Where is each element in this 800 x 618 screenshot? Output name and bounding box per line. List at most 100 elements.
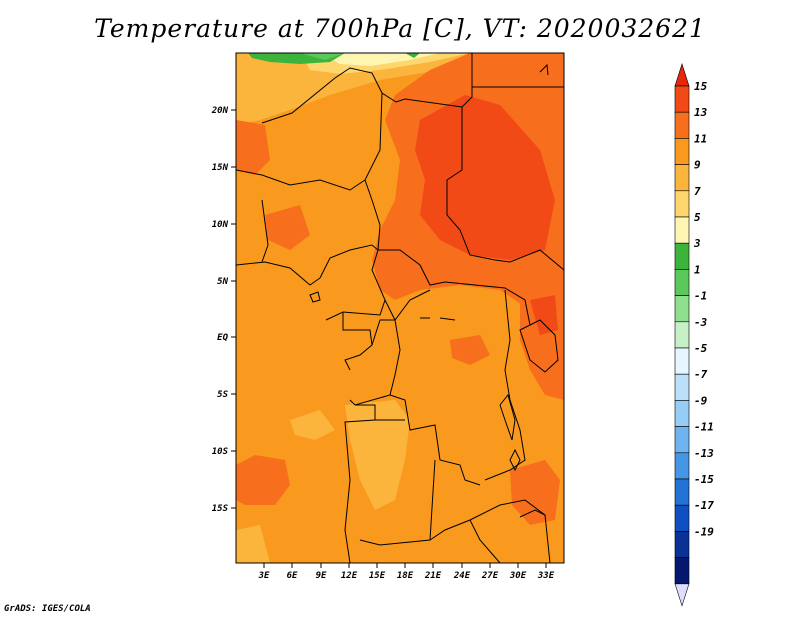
lon-label-9e: 9E <box>316 571 327 581</box>
colorbar-swatch <box>674 111 690 139</box>
colorbar-swatch <box>674 85 690 113</box>
lat-label-20n: 20N <box>211 106 229 116</box>
colorbar-label: 3 <box>693 237 701 250</box>
colorbar-swatch <box>674 242 690 270</box>
border-line-5 <box>236 169 366 191</box>
border-line-10 <box>384 289 431 321</box>
colorbar-swatch <box>674 400 690 427</box>
colorbar-label: 1 <box>694 263 701 276</box>
lat-label-5s: 5S <box>217 390 228 400</box>
border-line-27 <box>519 509 546 518</box>
field-light-north <box>236 53 470 125</box>
colorbar-swatch <box>674 269 690 296</box>
colorbar-label: -9 <box>694 394 708 407</box>
border-line-24 <box>509 448 521 472</box>
colorbar-swatch <box>674 138 690 165</box>
field-very-pale-north <box>320 53 440 66</box>
lon-label-18e: 18E <box>397 571 414 581</box>
lat-label-eq: EQ <box>217 333 228 343</box>
border-line-20 <box>544 514 551 563</box>
colorbar-label: 13 <box>694 106 708 119</box>
border-line-21 <box>519 319 559 373</box>
lon-axis: 3E 6E 9E 12E 15E 18E 21E 24E 27E 30E 33E <box>258 563 555 581</box>
border-line-2 <box>446 107 564 271</box>
field-warm-nigeria <box>265 205 310 250</box>
colorbar-label: -11 <box>694 421 714 434</box>
border-line-22 <box>499 393 516 441</box>
lon-label-6e: 6E <box>287 571 298 581</box>
colorbar-label: -15 <box>694 473 714 486</box>
border-line-9 <box>378 249 531 326</box>
colorbar-swatch <box>674 190 690 218</box>
field-hot-eastafrica <box>530 295 558 335</box>
border-line-8 <box>319 244 386 321</box>
colorbar-swatch <box>674 426 690 454</box>
colorbar-swatch <box>674 373 690 401</box>
border-line-23 <box>420 317 456 321</box>
border-line-19 <box>469 519 501 563</box>
field-light-southwest <box>236 525 270 563</box>
lat-axis: 20N 15N 10N 5N EQ 5S 10S 15S <box>211 106 236 514</box>
colorbar: 15 13 11 9 7 5 3 1 -1 -3 -5 -7 -9 -11 -13 -15 -17 -19 <box>674 63 714 607</box>
colorbar-label: -13 <box>694 447 714 460</box>
lat-label-10s: 10S <box>212 447 229 457</box>
colorbar-swatch <box>674 164 690 192</box>
border-line-26 <box>309 291 321 303</box>
border-line-7 <box>261 199 269 263</box>
colorbar-label: -17 <box>694 499 714 512</box>
colorbar-label: 11 <box>694 132 707 145</box>
border-line-12 <box>349 319 401 406</box>
lon-label-33e: 33E <box>537 571 555 581</box>
colorbar-top-arrow <box>674 63 690 87</box>
lon-label-3e: 3E <box>258 571 270 581</box>
colorbar-swatch <box>674 504 690 532</box>
grads-credit: GrADS: IGES/COLA <box>4 604 91 614</box>
colorbar-label: -7 <box>694 368 708 381</box>
colorbar-swatch <box>674 347 690 375</box>
border-line-6 <box>236 261 321 286</box>
field-warm-southeast <box>510 460 560 525</box>
lat-label-10n: 10N <box>212 220 229 230</box>
colorbar-swatch <box>674 531 690 558</box>
colorbar-label: -19 <box>694 525 714 538</box>
field-green-patch-3 <box>405 53 420 58</box>
border-line-14 <box>484 289 526 481</box>
border-line-4 <box>364 92 383 251</box>
colorbar-swatch <box>674 295 690 323</box>
field-warm-tanzania <box>450 335 490 365</box>
field-light-angola <box>345 400 410 510</box>
colorbar-label: 9 <box>694 159 701 172</box>
colorbar-label: 7 <box>694 185 701 198</box>
colorbar-swatch <box>674 321 690 349</box>
lat-label-5n: 5N <box>217 277 228 287</box>
field-light-coast <box>290 410 335 440</box>
border-line-18 <box>429 499 546 541</box>
map-title: Temperature at 700hPa [C], VT: 202003262… <box>94 14 706 43</box>
lon-label-12e: 12E <box>341 571 358 581</box>
border-line-25 <box>539 63 549 76</box>
colorbar-swatch <box>674 478 690 506</box>
border-line-13 <box>389 394 481 486</box>
map-frame <box>235 52 565 564</box>
field-warm-westcoast <box>236 120 270 175</box>
colorbar-bottom-arrow <box>674 583 690 607</box>
field-green-patch-2 <box>300 53 345 60</box>
colorbar-swatch <box>674 452 690 480</box>
colorbar-label: -5 <box>694 342 708 355</box>
colorbar-swatch <box>674 216 690 244</box>
colorbar-label: 5 <box>694 211 701 224</box>
lon-label-24e: 24E <box>453 571 471 581</box>
temperature-field <box>236 53 564 563</box>
country-borders <box>236 53 564 563</box>
field-warm-west <box>236 455 290 505</box>
colorbar-label: -1 <box>694 290 707 303</box>
border-line-15 <box>344 404 376 563</box>
lon-label-30e: 30E <box>509 571 527 581</box>
colorbar-label: 15 <box>694 80 708 93</box>
colorbar-label: -3 <box>694 316 708 329</box>
colorbar-swatch <box>674 557 690 585</box>
lon-label-15e: 15E <box>369 571 386 581</box>
lat-label-15s: 15S <box>212 504 229 514</box>
lon-label-27e: 27E <box>481 571 499 581</box>
